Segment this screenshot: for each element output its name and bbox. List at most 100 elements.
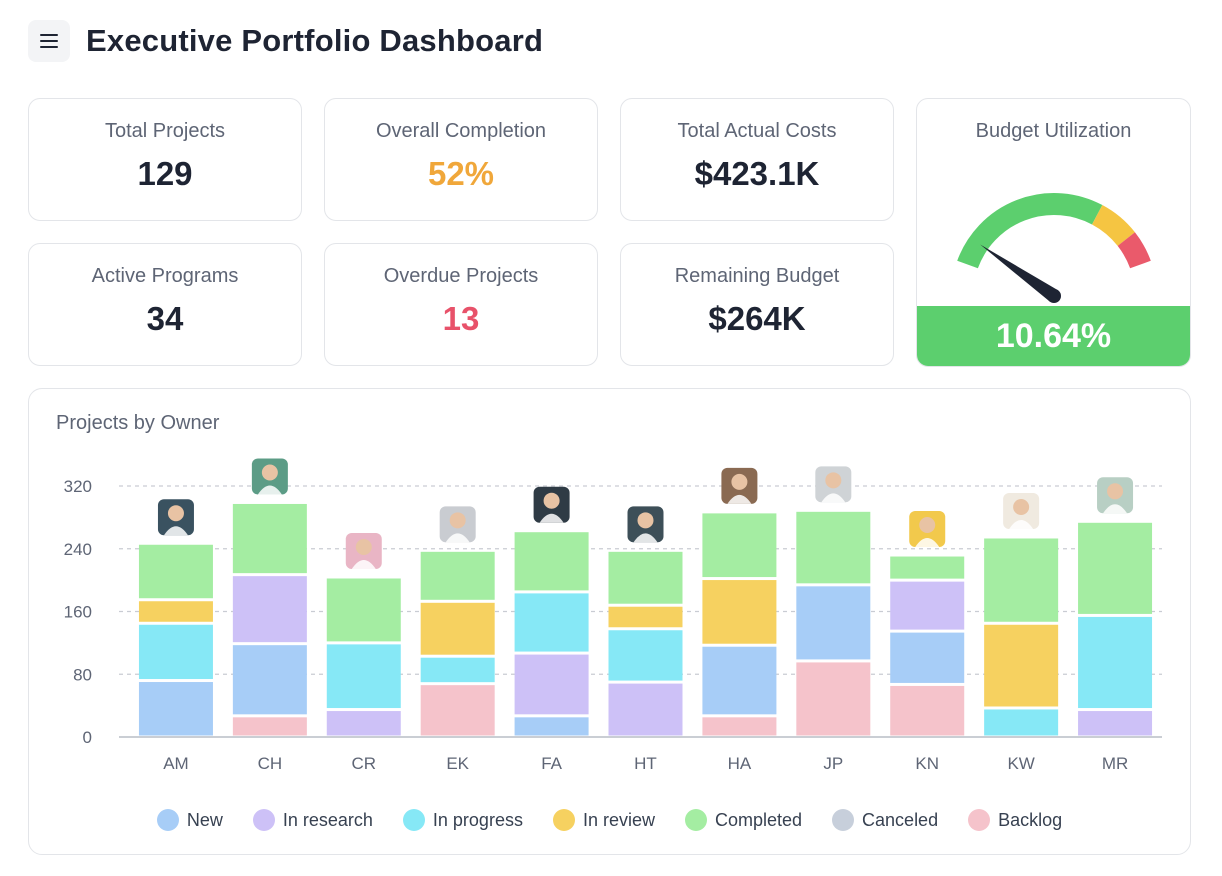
legend-label: In research [282, 809, 373, 830]
bar-segment-ht-in-review[interactable] [608, 606, 683, 628]
bar-segment-am-completed[interactable] [138, 544, 213, 599]
bar-segment-ek-in-review[interactable] [420, 602, 495, 655]
owner-avatar-kn[interactable] [909, 511, 946, 548]
bar-segment-am-new[interactable] [138, 682, 213, 736]
menu-button[interactable] [28, 20, 70, 62]
kpi-overdue-projects: Overdue Projects 13 [324, 243, 598, 366]
owner-avatar-kw[interactable] [1003, 492, 1040, 529]
legend-item-in-research[interactable]: In research [252, 809, 373, 831]
bar-segment-ha-in-review[interactable] [702, 580, 777, 644]
owner-avatar-cr[interactable] [345, 532, 382, 569]
x-tick-label: KN [915, 754, 939, 773]
kpi-label: Total Projects [104, 120, 226, 142]
legend-swatch [832, 809, 855, 831]
x-tick-label: HA [728, 754, 752, 773]
legend-item-completed[interactable]: Completed [684, 809, 802, 831]
chart-title: Projects by Owner [56, 412, 220, 434]
bar-segment-kw-in-progress[interactable] [984, 709, 1059, 736]
kpi-remaining-budget: Remaining Budget $264K [620, 243, 894, 366]
kpi-label: Overdue Projects [383, 265, 539, 287]
bar-segment-ek-backlog[interactable] [420, 685, 495, 736]
bar-segment-ha-new[interactable] [702, 646, 777, 715]
legend-label: New [186, 809, 223, 830]
chart-legend: New In research In progress In review Comple… [29, 809, 1190, 831]
bar-segment-cr-in-research[interactable] [326, 711, 401, 736]
bar-segment-ch-backlog[interactable] [232, 717, 307, 736]
legend-swatch [252, 809, 275, 831]
bar-segment-ht-in-research[interactable] [608, 683, 683, 736]
bar-segment-am-in-progress[interactable] [138, 624, 213, 680]
bar-segment-ha-completed[interactable] [702, 513, 777, 578]
bar-segment-fa-in-progress[interactable] [514, 593, 589, 652]
legend-swatch [968, 809, 991, 831]
bar-segment-ht-completed[interactable] [608, 551, 683, 604]
bar-segment-am-in-review[interactable] [138, 601, 213, 622]
kpi-label: Overall Completion [375, 120, 547, 142]
gauge-zone-1 [1091, 205, 1135, 247]
y-tick-label: 80 [73, 665, 92, 684]
bar-segment-cr-completed[interactable] [326, 578, 401, 642]
bar-segment-ha-backlog[interactable] [702, 717, 777, 736]
bar-segment-fa-completed[interactable] [514, 532, 589, 591]
bar-segment-kn-completed[interactable] [890, 556, 965, 579]
bar-segment-jp-new[interactable] [796, 586, 871, 660]
owner-avatar-am[interactable] [157, 499, 194, 536]
gauge-needle [980, 244, 1059, 302]
x-tick-label: HT [634, 754, 657, 773]
kpi-total-projects: Total Projects 129 [28, 98, 302, 221]
bar-segment-kn-backlog[interactable] [890, 685, 965, 736]
bar-segment-fa-new[interactable] [514, 717, 589, 736]
kpi-value: 34 [146, 300, 184, 337]
bar-segment-mr-in-research[interactable] [1078, 711, 1153, 736]
kpi-value: $264K [708, 300, 806, 337]
gauge-value: 10.64% [917, 306, 1190, 366]
bar-segment-ch-in-research[interactable] [232, 576, 307, 643]
y-tick-label: 160 [64, 603, 92, 622]
legend-item-in-review[interactable]: In review [552, 809, 655, 831]
bar-segment-kn-new[interactable] [890, 632, 965, 683]
owner-avatar-jp[interactable] [815, 466, 852, 503]
gauge-zone-2 [1117, 232, 1151, 269]
legend-item-canceled[interactable]: Canceled [832, 809, 938, 831]
bar-segment-cr-in-progress[interactable] [326, 644, 401, 709]
page-title: Executive Portfolio Dashboard [86, 23, 544, 58]
bar-segment-kn-in-research[interactable] [890, 581, 965, 630]
owner-avatar-ek[interactable] [439, 506, 476, 543]
legend-item-new[interactable]: New [156, 809, 223, 831]
legend-label: In review [582, 809, 655, 830]
bar-segment-mr-completed[interactable] [1078, 522, 1153, 614]
bar-segment-mr-in-progress[interactable] [1078, 616, 1153, 709]
bar-segment-jp-backlog[interactable] [796, 662, 871, 736]
x-tick-label: JP [823, 754, 843, 773]
owner-avatar-fa[interactable] [533, 486, 570, 523]
kpi-value: 52% [427, 155, 495, 192]
owner-avatar-ch[interactable] [251, 458, 288, 495]
legend-item-in-progress[interactable]: In progress [402, 809, 523, 831]
legend-label: Backlog [998, 809, 1063, 830]
legend-swatch [402, 809, 425, 831]
owner-avatar-ht[interactable] [627, 506, 664, 543]
bar-segment-jp-completed[interactable] [796, 511, 871, 584]
kpi-label: Active Programs [91, 265, 239, 287]
bar-segment-fa-in-research[interactable] [514, 654, 589, 715]
projects-by-owner-card: Projects by Owner 0 80 160 240 320 AM CH CR EK FA… [28, 388, 1191, 855]
bar-segment-kw-completed[interactable] [984, 538, 1059, 622]
gauge-needle-hub [1047, 289, 1061, 303]
x-tick-label: AM [163, 754, 189, 773]
y-tick-label: 320 [64, 477, 92, 496]
legend-item-backlog[interactable]: Backlog [968, 809, 1062, 831]
kpi-value: 13 [442, 300, 480, 337]
owner-avatar-mr[interactable] [1097, 477, 1134, 514]
x-tick-label: FA [541, 754, 562, 773]
bar-segment-ht-in-progress[interactable] [608, 630, 683, 681]
bar-segment-kw-in-review[interactable] [984, 624, 1059, 707]
bar-segment-ch-completed[interactable] [232, 503, 307, 574]
gauge-label: Budget Utilization [975, 120, 1132, 142]
gauge-zone-0 [957, 193, 1103, 269]
bar-segment-ch-new[interactable] [232, 645, 307, 715]
owner-avatar-ha[interactable] [721, 467, 758, 504]
bar-segment-ek-completed[interactable] [420, 551, 495, 600]
bar-segment-ek-in-progress[interactable] [420, 657, 495, 683]
x-tick-label: EK [446, 754, 469, 773]
stacked-bar-chart: 0 80 160 240 320 AM CH CR EK FA HT HA JP KN KW MR [64, 458, 1162, 773]
